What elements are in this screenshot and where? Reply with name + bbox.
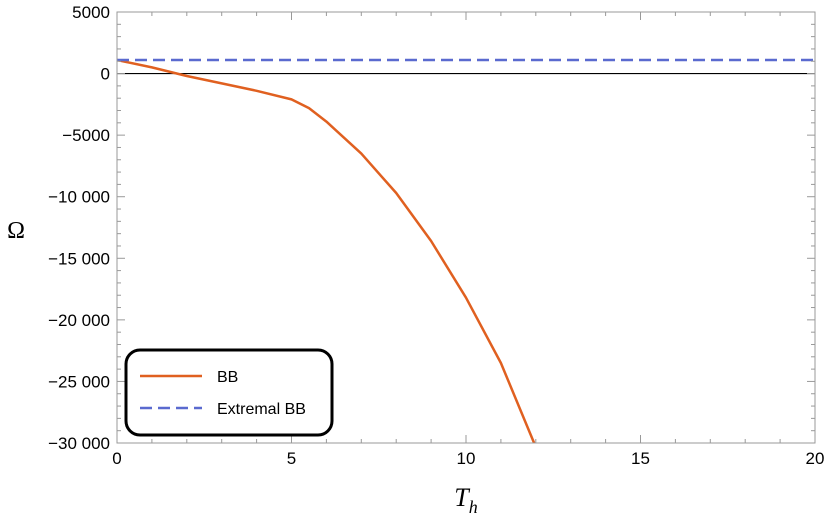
x-tick-label: 0 (112, 449, 121, 468)
y-tick-label: −25 000 (48, 372, 110, 391)
series-line-bb (116, 58, 536, 444)
y-tick-label: −15 000 (48, 249, 110, 268)
x-axis-label-main: T (454, 483, 470, 512)
x-axis-label: Th (454, 483, 477, 517)
legend: BB Extremal BB (124, 348, 334, 437)
x-tick-label: 20 (806, 449, 825, 468)
ticks-layer: 0 5 10 15 20 5000 0 −5000 −10 000 −15 000 −20 000 −… (48, 3, 824, 468)
y-tick-label: −30 000 (48, 434, 110, 453)
y-tick-label: −10 000 (48, 188, 110, 207)
y-tick-label: 5000 (72, 3, 110, 22)
x-axis-label-subscript: h (469, 497, 478, 517)
legend-box (124, 348, 334, 437)
y-tick-label: −20 000 (48, 311, 110, 330)
y-tick-label: 0 (101, 65, 110, 84)
x-tick-label: 15 (631, 449, 650, 468)
x-tick-label: 5 (287, 449, 296, 468)
y-tick-label: −5000 (62, 126, 110, 145)
series-layer (116, 58, 815, 444)
legend-label-bb: BB (217, 369, 238, 386)
x-tick-label: 10 (457, 449, 476, 468)
legend-label-extremal-bb: Extremal BB (217, 401, 306, 418)
y-axis-label: Ω (7, 218, 25, 244)
